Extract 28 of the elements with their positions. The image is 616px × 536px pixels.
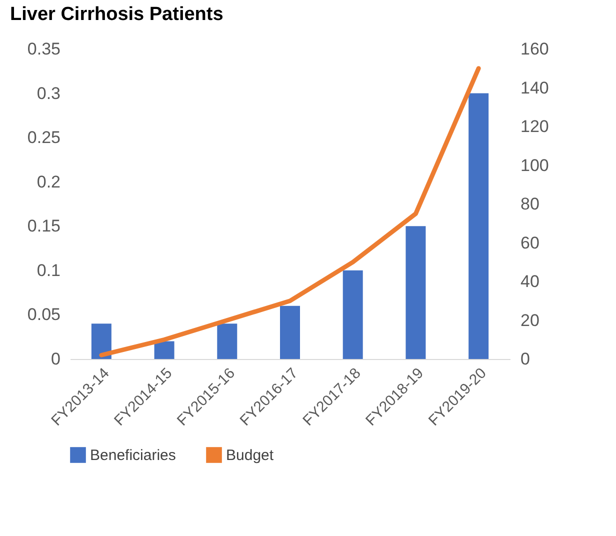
y2-tick-label: 100 [520,156,549,175]
y-tick-label: 0.15 [27,216,60,236]
y2-tick-label: 80 [520,194,540,214]
chart-title: Liver Cirrhosis Patients [10,4,224,25]
y-tick-label: 0.1 [36,260,60,280]
y2-tick-label: 60 [520,233,540,252]
line-series [99,66,481,358]
y-tick-label: 0.25 [27,128,60,148]
bar [217,324,238,359]
y2-tick-label: 160 [520,40,549,58]
y-tick-label: 0.2 [36,172,60,192]
bar [280,306,300,359]
y-tick-label: 0 [51,350,60,368]
y2-tick-label: 140 [520,78,549,98]
y-tick-label: 0.05 [27,305,60,324]
y2-tick-label: 120 [520,117,549,136]
bar [342,270,363,359]
bar [468,93,489,359]
y-tick-label: 0.3 [36,84,60,103]
y2-tick-label: 20 [520,310,540,330]
bar [91,324,112,359]
legend-label: Beneficiaries [90,447,176,464]
y2-tick-label: 40 [520,272,540,291]
bar [406,226,426,359]
y-tick-label: 0.35 [27,40,60,58]
bar [154,341,174,359]
y2-tick-label: 0 [520,350,530,368]
legend-label: Budget [226,447,274,464]
